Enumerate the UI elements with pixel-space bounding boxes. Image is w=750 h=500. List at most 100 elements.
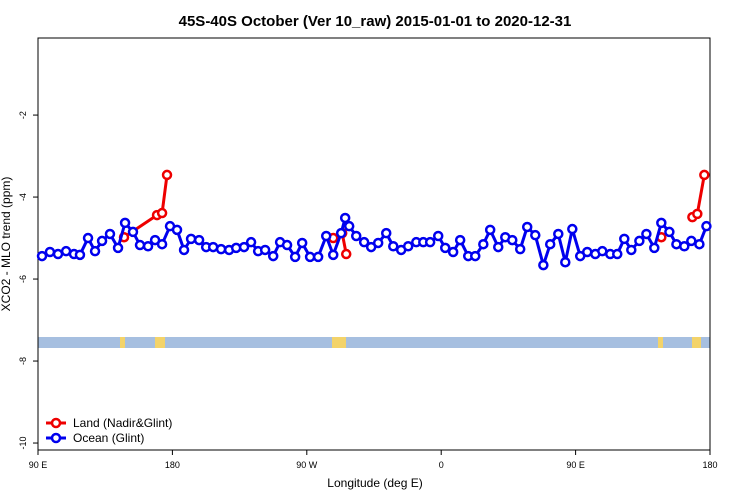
- data-point: [119, 217, 131, 229]
- data-point: [380, 227, 392, 239]
- data-point: [44, 246, 56, 258]
- data-point: [694, 238, 705, 250]
- data-point: [350, 230, 362, 242]
- data-point: [686, 235, 697, 247]
- data-point: [156, 207, 168, 219]
- data-point: [469, 250, 481, 262]
- data-point: [544, 238, 556, 250]
- data-point: [560, 256, 571, 268]
- data-point: [89, 245, 101, 257]
- data-point: [432, 230, 444, 242]
- data-point: [679, 241, 690, 252]
- x-tick-label: 90 E: [29, 460, 48, 470]
- x-tick-label: 0: [439, 460, 444, 470]
- land-patch: [658, 337, 663, 348]
- chart-title: 45S-40S October (Ver 10_raw) 2015-01-01 …: [179, 13, 572, 30]
- data-point: [626, 244, 637, 256]
- x-axis-label: Longitude (deg E): [327, 476, 422, 490]
- data-point: [454, 234, 466, 246]
- legend-label: Ocean (Glint): [73, 431, 144, 445]
- data-point: [439, 242, 451, 254]
- data-point: [612, 248, 623, 260]
- data-point: [567, 223, 578, 235]
- data-point: [447, 246, 459, 258]
- data-point: [656, 217, 667, 229]
- land-patch: [692, 337, 701, 348]
- data-point: [296, 237, 308, 249]
- land-patch: [120, 337, 125, 348]
- data-point: [267, 250, 279, 262]
- data-point: [478, 238, 489, 250]
- data-point: [484, 224, 496, 236]
- data-point: [402, 241, 414, 252]
- data-point: [142, 241, 154, 252]
- data-point: [692, 208, 703, 220]
- data-point: [238, 241, 250, 253]
- data-point: [96, 235, 108, 247]
- legend-swatch-marker: [50, 417, 62, 429]
- data-point: [112, 242, 124, 254]
- y-tick-label: -2: [18, 111, 28, 119]
- data-point: [104, 228, 116, 240]
- data-point: [619, 233, 630, 245]
- data-point: [339, 212, 351, 224]
- data-point: [521, 221, 533, 233]
- x-tick-label: 180: [702, 460, 717, 470]
- data-point: [245, 236, 257, 248]
- data-point: [178, 244, 190, 256]
- data-point: [335, 227, 347, 239]
- data-point: [634, 235, 645, 247]
- data-point: [538, 259, 549, 271]
- data-point: [289, 251, 301, 263]
- data-point: [127, 226, 139, 238]
- data-point: [424, 236, 436, 248]
- data-point: [74, 249, 86, 261]
- y-axis-label: XCO2 - MLO trend (ppm): [0, 177, 13, 312]
- y-tick-label: -8: [18, 357, 28, 365]
- data-point: [514, 243, 526, 255]
- data-point: [312, 251, 324, 263]
- data-point: [701, 220, 712, 232]
- x-tick-label: 90 E: [566, 460, 585, 470]
- data-point: [134, 239, 146, 251]
- data-point: [82, 232, 94, 244]
- data-point: [52, 248, 64, 260]
- x-tick-label: 90 W: [296, 460, 318, 470]
- data-point: [664, 226, 675, 238]
- surface-strip: [38, 337, 710, 348]
- legend-label: Land (Nadir&Glint): [73, 416, 172, 430]
- data-point: [156, 238, 168, 250]
- y-tick-label: -10: [18, 437, 28, 450]
- data-point: [171, 224, 183, 236]
- data-point: [358, 236, 370, 248]
- plot-frame: [37, 37, 711, 451]
- data-point: [193, 234, 205, 246]
- y-tick-label: -6: [18, 275, 28, 283]
- data-point: [281, 239, 293, 251]
- data-point: [372, 237, 384, 249]
- data-point: [492, 241, 504, 253]
- data-point: [36, 250, 48, 262]
- data-point: [699, 169, 710, 181]
- ocean-strip: [38, 337, 710, 348]
- data-point: [304, 251, 316, 263]
- data-point: [581, 246, 593, 258]
- data-point: [215, 243, 227, 255]
- data-point: [185, 233, 197, 245]
- data-point: [649, 242, 660, 254]
- data-point: [507, 234, 518, 246]
- data-point: [340, 248, 352, 260]
- x-tick-label: 180: [165, 460, 180, 470]
- data-point: [530, 229, 541, 241]
- data-point: [161, 169, 173, 181]
- data-point: [343, 220, 355, 232]
- land-patch: [155, 337, 165, 348]
- data-point: [553, 228, 564, 240]
- data-point: [327, 249, 339, 261]
- data-point: [641, 228, 652, 240]
- land-patch: [332, 337, 346, 348]
- y-tick-label: -4: [18, 193, 28, 201]
- data-point: [388, 241, 399, 252]
- data-point: [259, 244, 271, 256]
